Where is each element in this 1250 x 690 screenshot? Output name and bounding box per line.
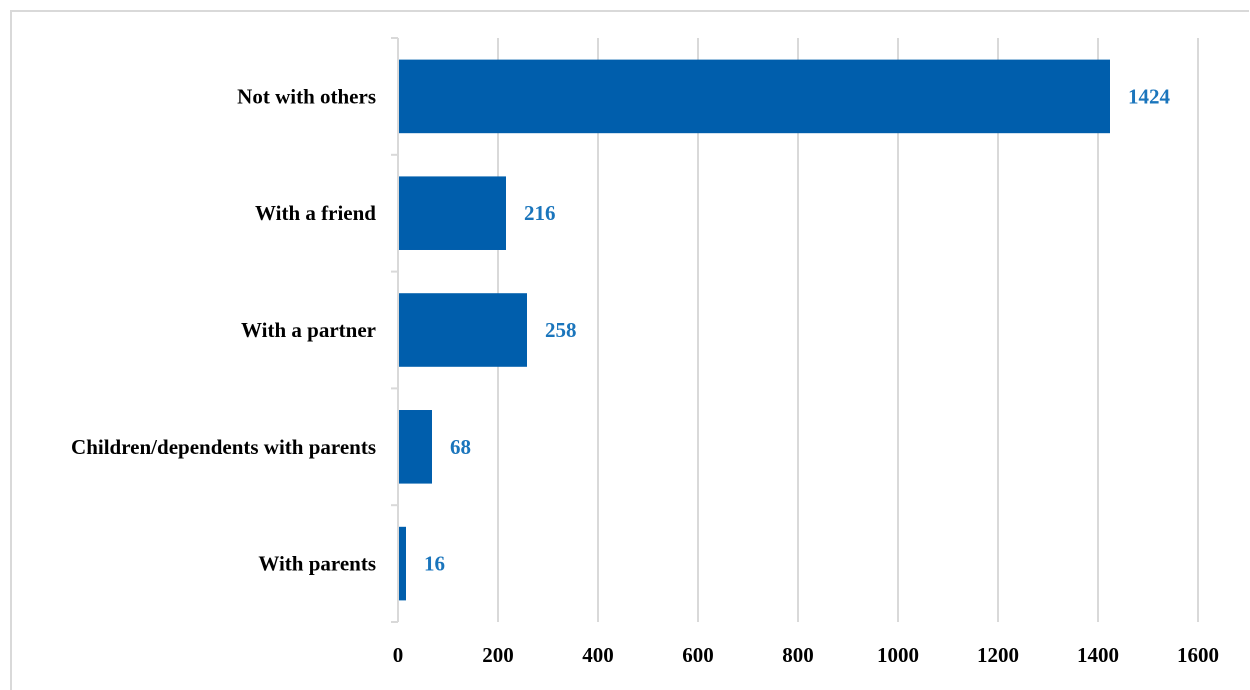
bar-4 [399,526,406,601]
bars [399,59,1110,601]
x-tick-label-200: 200 [482,643,514,667]
category-label-1: With a friend [255,201,376,225]
data-label-1: 216 [524,201,556,225]
data-label-0: 1424 [1128,84,1171,108]
data-label-3: 68 [450,435,471,459]
category-label-0: Not with others [237,84,376,108]
x-tick-label-800: 800 [782,643,814,667]
category-label-4: With parents [258,552,376,576]
x-tick-label-400: 400 [582,643,614,667]
bar-0 [399,59,1110,134]
x-tick-label-1600: 1600 [1177,643,1219,667]
bar-3 [399,410,432,484]
category-axis [391,37,399,623]
bar-2 [399,293,527,367]
x-tick-label-1000: 1000 [877,643,919,667]
data-label-2: 258 [545,318,577,342]
labels: 0 200 400 600 800 1000 1200 1400 1600 Not with ot… [71,84,1219,667]
bar-1 [399,176,506,250]
data-label-4: 16 [424,552,445,576]
x-tick-label-1200: 1200 [977,643,1019,667]
category-label-3: Children/dependents with parents [71,435,376,459]
x-tick-label-0: 0 [393,643,404,667]
x-tick-label-600: 600 [682,643,714,667]
category-label-2: With a partner [241,318,376,342]
x-tick-label-1400: 1400 [1077,643,1119,667]
